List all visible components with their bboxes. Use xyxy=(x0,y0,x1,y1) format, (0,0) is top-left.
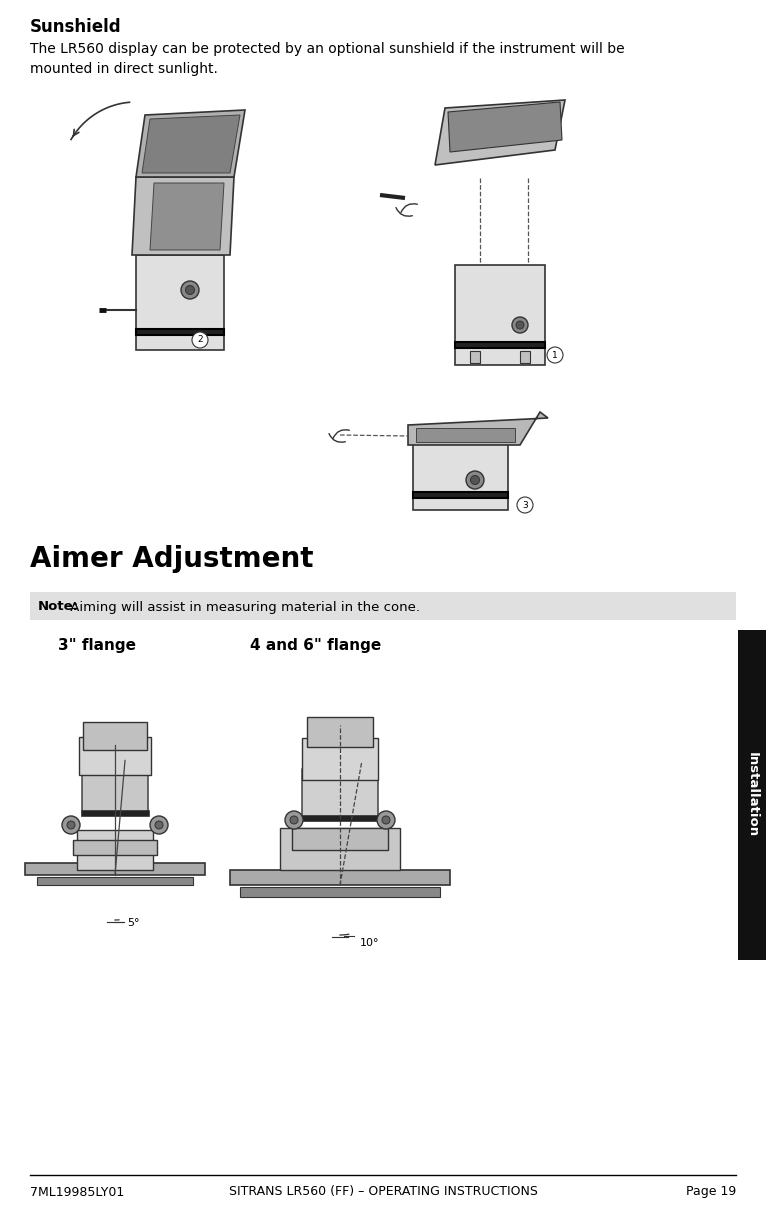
Bar xyxy=(73,841,157,855)
Circle shape xyxy=(62,816,80,835)
Text: 1: 1 xyxy=(552,351,558,359)
Text: The LR560 display can be protected by an optional sunshield if the instrument wi: The LR560 display can be protected by an… xyxy=(30,42,624,76)
FancyBboxPatch shape xyxy=(82,757,148,813)
Bar xyxy=(470,351,480,363)
Polygon shape xyxy=(150,183,224,250)
Bar xyxy=(136,254,224,350)
Circle shape xyxy=(290,816,298,824)
Text: SITRANS LR560 (FF) – OPERATING INSTRUCTIONS: SITRANS LR560 (FF) – OPERATING INSTRUCTI… xyxy=(228,1185,538,1199)
Bar xyxy=(81,810,149,816)
Text: Page 19: Page 19 xyxy=(686,1185,736,1199)
Bar xyxy=(413,492,508,498)
Circle shape xyxy=(512,317,528,333)
Bar xyxy=(738,630,766,960)
Bar xyxy=(280,829,400,870)
Polygon shape xyxy=(132,177,234,254)
Text: 4 and 6" flange: 4 and 6" flange xyxy=(250,638,381,652)
Bar xyxy=(302,815,378,821)
Bar xyxy=(136,329,224,335)
Bar xyxy=(37,877,193,885)
Bar xyxy=(455,265,545,365)
Bar xyxy=(292,829,388,850)
Bar xyxy=(77,830,153,870)
Text: 2: 2 xyxy=(197,335,203,345)
Bar xyxy=(83,722,147,750)
Circle shape xyxy=(516,321,524,329)
Circle shape xyxy=(285,810,303,829)
Polygon shape xyxy=(408,412,548,445)
Circle shape xyxy=(470,475,480,485)
Circle shape xyxy=(185,286,195,294)
Circle shape xyxy=(150,816,168,835)
Text: 3" flange: 3" flange xyxy=(58,638,136,652)
Circle shape xyxy=(67,821,75,829)
Bar xyxy=(230,870,450,885)
Text: Sunshield: Sunshield xyxy=(30,18,122,36)
Bar xyxy=(25,863,205,876)
Bar xyxy=(413,440,508,510)
Text: 7ML19985LY01: 7ML19985LY01 xyxy=(30,1185,124,1199)
Circle shape xyxy=(155,821,163,829)
Text: 5°: 5° xyxy=(127,918,139,927)
Bar xyxy=(455,343,545,349)
Polygon shape xyxy=(448,103,562,152)
Bar xyxy=(79,737,151,775)
Text: Aimer Adjustment: Aimer Adjustment xyxy=(30,545,313,573)
Text: 10°: 10° xyxy=(360,938,379,948)
Text: Installation: Installation xyxy=(745,753,758,837)
Text: Note:: Note: xyxy=(38,601,79,614)
Circle shape xyxy=(377,810,395,829)
Bar xyxy=(520,351,530,363)
Bar xyxy=(240,886,440,897)
Circle shape xyxy=(466,472,484,488)
Polygon shape xyxy=(136,110,245,177)
Circle shape xyxy=(547,347,563,363)
Circle shape xyxy=(181,281,199,299)
Text: 3: 3 xyxy=(522,500,528,509)
Polygon shape xyxy=(416,428,515,443)
Polygon shape xyxy=(142,115,240,172)
Bar xyxy=(302,738,378,780)
Text: Aiming will assist in measuring material in the cone.: Aiming will assist in measuring material… xyxy=(66,601,420,614)
Circle shape xyxy=(517,497,533,513)
Circle shape xyxy=(192,332,208,349)
Bar xyxy=(30,592,736,620)
FancyBboxPatch shape xyxy=(302,767,378,818)
Circle shape xyxy=(382,816,390,824)
Bar xyxy=(307,718,373,747)
Polygon shape xyxy=(435,100,565,165)
